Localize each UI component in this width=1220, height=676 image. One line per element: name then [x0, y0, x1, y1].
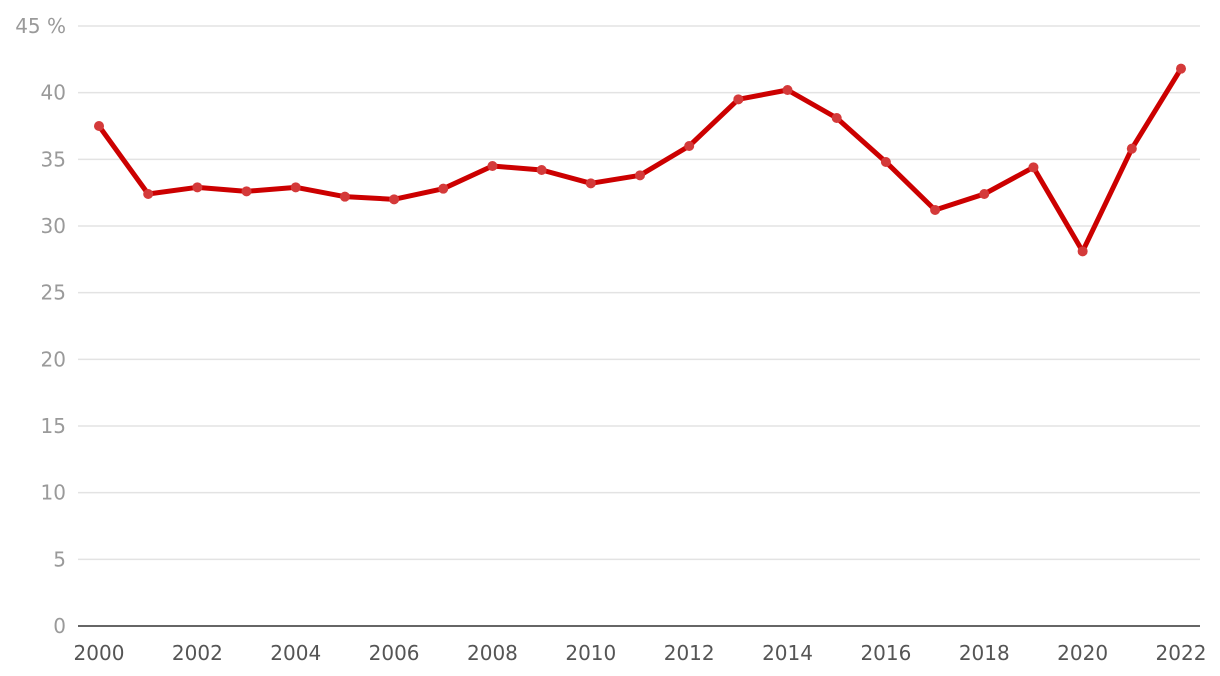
- data-point-2010: [585, 178, 596, 189]
- data-point-2006: [389, 194, 400, 205]
- x-tick-label-2002: 2002: [172, 641, 223, 665]
- x-tick-label-2004: 2004: [270, 641, 321, 665]
- y-axis-tick-labels: 0 5 10 15 20 25 30 35 40 45 %: [15, 14, 66, 638]
- x-tick-label-2012: 2012: [664, 641, 715, 665]
- data-point-2012: [684, 141, 695, 151]
- x-tick-label-2008: 2008: [467, 641, 518, 665]
- y-tick-label-30: 30: [41, 214, 66, 238]
- x-axis-tick-labels: 2000 2002 2004 2006 2008 2010 2012 2014 2016 2018…: [74, 641, 1207, 665]
- data-point-2002: [192, 182, 203, 193]
- y-tick-label-20: 20: [41, 347, 66, 371]
- y-tick-label-40: 40: [41, 81, 66, 105]
- data-point-2021: [1126, 143, 1137, 154]
- data-point-2013: [733, 94, 744, 105]
- data-point-2003: [241, 186, 252, 197]
- data-point-2014: [782, 85, 793, 95]
- data-point-2000: [94, 121, 104, 131]
- data-point-2015: [831, 113, 842, 123]
- data-point-2009: [536, 165, 547, 175]
- x-tick-label-2022: 2022: [1156, 641, 1207, 665]
- x-tick-label-2020: 2020: [1057, 641, 1108, 665]
- y-tick-label-25: 25: [41, 281, 66, 305]
- data-point-2018: [979, 189, 990, 199]
- data-point-2022: [1176, 63, 1186, 74]
- y-tick-label-35: 35: [41, 147, 66, 171]
- x-tick-label-2016: 2016: [860, 641, 911, 665]
- data-point-2016: [880, 157, 891, 167]
- series-group: [94, 63, 1186, 257]
- data-point-2019: [1028, 162, 1039, 173]
- y-tick-label-15: 15: [41, 414, 66, 438]
- data-point-2017: [930, 205, 941, 215]
- x-tick-label-2010: 2010: [565, 641, 616, 665]
- y-tick-label-0: 0: [53, 614, 66, 638]
- x-tick-label-2000: 2000: [74, 641, 125, 665]
- x-tick-label-2014: 2014: [762, 641, 813, 665]
- data-point-2005: [339, 191, 350, 202]
- data-point-2011: [635, 170, 645, 181]
- x-tick-label-2018: 2018: [959, 641, 1010, 665]
- data-point-2001: [143, 189, 154, 199]
- y-tick-label-10: 10: [41, 481, 66, 505]
- y-tick-label-45: 45 %: [15, 14, 66, 38]
- data-point-2020: [1077, 246, 1088, 257]
- data-point-2008: [487, 161, 498, 171]
- y-tick-label-5: 5: [53, 547, 66, 571]
- data-point-2007: [438, 183, 449, 194]
- gridlines: [78, 25, 1200, 627]
- data-point-2004: [290, 182, 301, 193]
- x-tick-label-2006: 2006: [369, 641, 420, 665]
